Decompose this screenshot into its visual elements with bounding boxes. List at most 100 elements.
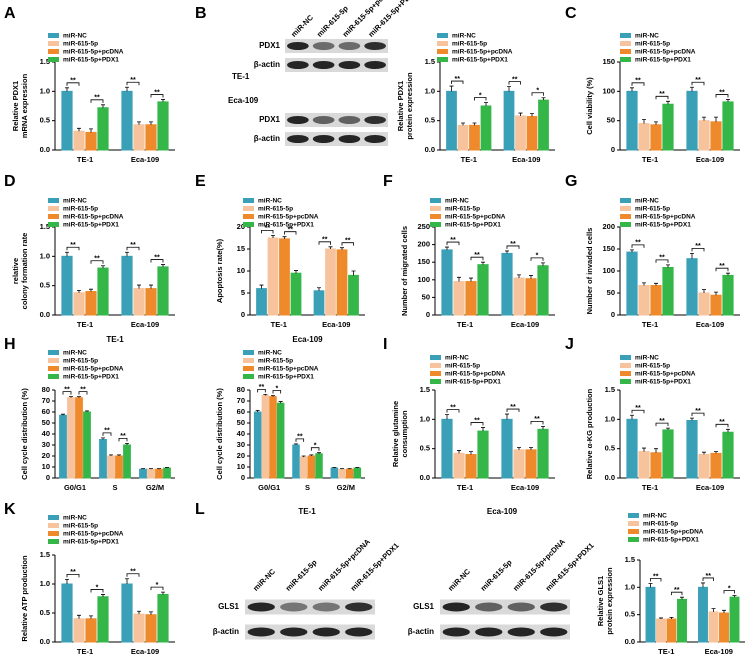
bar [656, 618, 666, 643]
bar [256, 288, 267, 316]
y-tick-label: 1.5 [425, 57, 435, 66]
significance-bracket [341, 242, 354, 246]
significance-bracket [691, 412, 705, 417]
y-tick-label: 50 [607, 288, 615, 297]
legend-label: miR-615-5p+pcDNA [63, 214, 124, 221]
error-bar [722, 609, 726, 614]
significance-label: ** [130, 569, 136, 576]
bar [139, 468, 147, 479]
x-tick-label: TE-1 [642, 155, 658, 164]
legend-swatch [48, 358, 59, 363]
blot-band [364, 42, 386, 50]
legend-label: miR-615-5p [63, 41, 98, 48]
error-bar [642, 119, 646, 124]
blot-membrane [440, 624, 570, 640]
legend-label: miR-615-5p+pcDNA [452, 49, 513, 56]
legend-swatch [620, 214, 631, 219]
bar [662, 429, 674, 479]
significance-label: ** [653, 573, 659, 580]
bar [698, 454, 710, 479]
bar [513, 277, 525, 316]
y-tick-label: 1.0 [425, 86, 435, 95]
significance-label: ** [659, 91, 665, 98]
error-bar [659, 617, 663, 620]
bar [107, 455, 115, 479]
bar [61, 255, 73, 316]
blot-row-label: β-actin [254, 60, 280, 69]
bar [722, 101, 734, 151]
y-axis-label: Relative glutamine [391, 401, 400, 467]
bar [157, 593, 169, 643]
legend-label: miR-615-5p+PDX1 [63, 222, 119, 229]
bar [73, 130, 85, 151]
bar [441, 418, 453, 479]
blot-band [338, 135, 361, 143]
significance-label: ** [154, 254, 160, 261]
legend-label: miR-615-5p+PDX1 [452, 57, 508, 64]
significance-label: ** [695, 243, 701, 250]
legend-swatch [48, 33, 59, 38]
panel-label: D [4, 173, 16, 190]
error-bar [340, 247, 344, 250]
significance-bracket [631, 82, 645, 86]
blot-row-label: PDX1 [259, 115, 280, 124]
significance-label: ** [130, 77, 136, 84]
error-bar [630, 414, 634, 420]
significance-label: ** [534, 416, 540, 423]
error-bar [472, 122, 477, 126]
legend-swatch [48, 523, 59, 528]
blot-band [287, 135, 309, 143]
y-tick-label: 10 [237, 462, 245, 471]
blot-row-label: β-actin [254, 134, 280, 143]
bar [85, 131, 97, 151]
significance-bracket [78, 391, 88, 395]
y-tick-label: 60 [237, 407, 245, 416]
bar [526, 116, 538, 151]
error-bar [157, 468, 161, 470]
error-bar [77, 396, 81, 398]
bar [501, 418, 513, 479]
legend-swatch [628, 537, 639, 542]
legend-swatch [243, 198, 254, 203]
y-tick-label: 70 [237, 396, 245, 405]
significance-label: ** [130, 242, 136, 249]
bar [133, 288, 145, 316]
legend-swatch [48, 206, 59, 211]
significance-label: ** [94, 95, 100, 102]
bar [710, 294, 722, 316]
significance-bracket [90, 589, 104, 593]
significance-label: ** [719, 419, 725, 426]
y-tick-label: 80 [42, 385, 50, 394]
y-tick-label: 1.5 [420, 385, 430, 394]
legend-swatch [437, 33, 448, 38]
legend-label: miR-NC [63, 515, 87, 522]
y-axis-label: Relative ATP production [20, 555, 29, 642]
significance-label: ** [450, 237, 456, 244]
error-bar [642, 282, 646, 286]
x-tick-label: TE-1 [77, 155, 93, 164]
error-bar [271, 395, 275, 397]
legend-label: miR-615-5p+pcDNA [635, 49, 696, 56]
error-bar [732, 595, 737, 598]
error-bar [61, 413, 65, 416]
y-tick-label: 10 [42, 462, 50, 471]
error-bar [255, 409, 260, 412]
error-bar [101, 594, 105, 597]
blot-band [280, 627, 308, 637]
error-bar [529, 447, 533, 450]
y-axis-label: Number of invaded cells [585, 228, 594, 315]
blot-membrane [285, 113, 388, 127]
error-bar [445, 414, 449, 420]
significance-bracket [318, 241, 331, 245]
bar [537, 265, 549, 316]
bar [719, 612, 729, 643]
bar [261, 395, 270, 479]
error-bar [65, 578, 69, 584]
significance-label: ** [512, 76, 518, 83]
significance-bracket [723, 590, 735, 594]
bar [503, 90, 515, 151]
error-bar [481, 427, 485, 432]
y-tick-label: 0.0 [40, 637, 50, 646]
legend-swatch [48, 214, 59, 219]
legend-swatch [620, 49, 631, 54]
